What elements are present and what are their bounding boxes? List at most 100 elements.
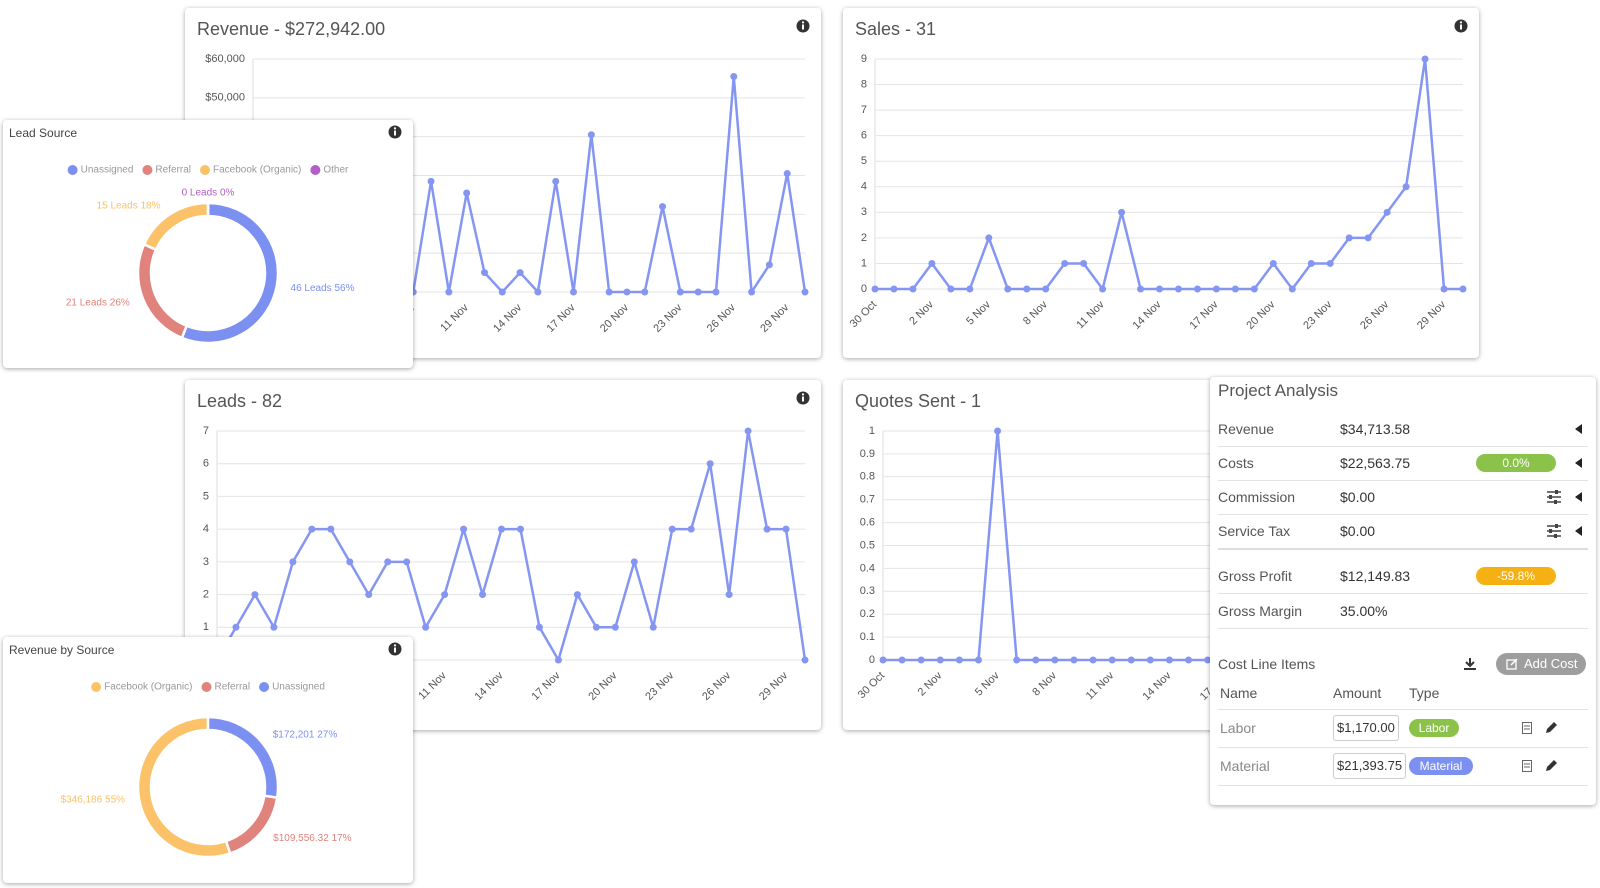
expand-icon[interactable] <box>1574 492 1584 502</box>
x-tick-label: 23 Nov <box>643 669 676 702</box>
data-point <box>592 623 600 631</box>
data-point <box>801 656 809 664</box>
data-point <box>687 525 695 533</box>
y-tick-label: 9 <box>861 53 867 65</box>
pencil-icon[interactable] <box>1544 721 1558 735</box>
data-point <box>1307 259 1315 267</box>
revenue-source-card: Revenue by Source Facebook (Organic) Refer… <box>3 637 413 883</box>
summary-row: Gross Profit $12,149.83 -59.8% <box>1218 559 1588 594</box>
x-tick-label: 11 Nov <box>1074 298 1107 331</box>
row-label: Revenue <box>1218 421 1275 437</box>
info-icon[interactable] <box>796 19 810 33</box>
legend-swatch <box>142 165 153 175</box>
row-label: Gross Profit <box>1218 568 1292 584</box>
row-value: $0.00 <box>1340 523 1376 539</box>
data-point <box>712 288 720 296</box>
amount-input[interactable]: $1,170.00 <box>1333 715 1399 741</box>
data-label: $109,556.32 17% <box>273 833 352 844</box>
data-point <box>1089 656 1097 664</box>
chart-title: Sales - 31 <box>855 19 936 39</box>
y-tick-label: 7 <box>203 425 209 437</box>
data-point <box>308 525 316 533</box>
amount-input[interactable]: $21,393.75 <box>1333 753 1407 779</box>
y-tick-label: 5 <box>203 490 209 502</box>
edit-icon <box>1506 658 1518 670</box>
add-cost-button[interactable]: Add Cost <box>1496 653 1586 675</box>
legend-swatch <box>259 682 270 692</box>
badge: 0.0% <box>1476 454 1556 472</box>
x-tick-label: 8 Nov <box>1021 298 1050 327</box>
data-point <box>994 427 1002 435</box>
document-icon[interactable] <box>1522 760 1532 772</box>
info-icon[interactable] <box>796 391 810 405</box>
x-tick-label: 11 Nov <box>1084 669 1117 702</box>
legend-label: Facebook (Organic) <box>213 165 301 176</box>
data-point <box>1364 234 1372 242</box>
chart-title: Revenue - $272,942.00 <box>197 19 385 39</box>
x-tick-label: 17 Nov <box>529 669 562 702</box>
pencil-icon[interactable] <box>1544 759 1558 773</box>
row-value: $22,563.75 <box>1340 455 1411 471</box>
donut-segment <box>136 242 189 340</box>
settings-icon[interactable] <box>1546 489 1562 505</box>
data-point <box>535 623 543 631</box>
legend: Facebook (Organic) Referral Unassigned <box>91 682 325 693</box>
data-point <box>587 131 595 139</box>
settings-icon[interactable] <box>1546 523 1562 539</box>
data-point <box>534 288 542 296</box>
data-point <box>1193 285 1201 293</box>
x-tick-label: 14 Nov <box>473 669 506 702</box>
x-tick-label: 20 Nov <box>586 669 619 702</box>
info-dot <box>393 644 397 647</box>
data-point <box>966 285 974 293</box>
download-icon[interactable] <box>1463 657 1477 671</box>
data-point <box>748 288 756 296</box>
y-tick-label: 7 <box>861 104 867 116</box>
expand-icon[interactable] <box>1574 458 1584 468</box>
data-point <box>498 288 506 296</box>
data-point <box>1250 285 1258 293</box>
data-point <box>1070 656 1078 664</box>
chart-title: Revenue by Source <box>9 643 115 657</box>
legend-swatch <box>200 165 210 175</box>
info-icon[interactable] <box>1454 19 1468 33</box>
document-icon[interactable] <box>1522 722 1532 734</box>
y-tick-label: 0.1 <box>860 631 875 643</box>
data-point <box>403 558 411 566</box>
data-point <box>365 591 373 599</box>
lead-source-chart: Lead Source Unassigned Referral Facebook (O… <box>9 125 402 345</box>
row-label: Service Tax <box>1218 523 1291 539</box>
row-value: 35.00% <box>1340 603 1388 619</box>
data-point <box>1204 656 1212 664</box>
x-tick-label: 26 Nov <box>1358 298 1391 331</box>
data-point <box>1137 285 1145 293</box>
legend-swatch <box>201 682 212 692</box>
data-point <box>909 285 917 293</box>
info-bar <box>394 130 396 136</box>
expand-icon[interactable] <box>1574 526 1584 536</box>
data-point <box>1032 656 1040 664</box>
data-point <box>1146 656 1154 664</box>
panel-title: Project Analysis <box>1218 381 1338 400</box>
info-icon[interactable] <box>388 125 402 139</box>
x-tick-label: 23 Nov <box>651 301 684 334</box>
data-point <box>554 656 562 664</box>
expand-icon[interactable] <box>1574 424 1584 434</box>
data-point <box>1013 656 1021 664</box>
data-point <box>1156 285 1164 293</box>
data-point <box>346 558 354 566</box>
legend-label: Referral <box>155 165 191 176</box>
sales-chart: Sales - 31 0 1 2 3 4 5 6 7 8 9 30 Oct 2 Nov 5 Nov 8 No… <box>848 19 1468 332</box>
donut-segment <box>224 794 279 855</box>
summary-row: Service Tax $0.00 <box>1218 514 1588 550</box>
y-tick-label: 0.7 <box>860 494 875 506</box>
legend-label: Unassigned <box>272 682 325 693</box>
summary-row: Costs $22,563.75 0.0% <box>1218 446 1588 481</box>
y-tick-label: 3 <box>861 206 867 218</box>
info-icon[interactable] <box>388 642 402 656</box>
data-point <box>289 558 297 566</box>
data-point <box>1051 656 1059 664</box>
data-point <box>630 558 638 566</box>
y-tick-label: $60,000 <box>205 53 245 65</box>
